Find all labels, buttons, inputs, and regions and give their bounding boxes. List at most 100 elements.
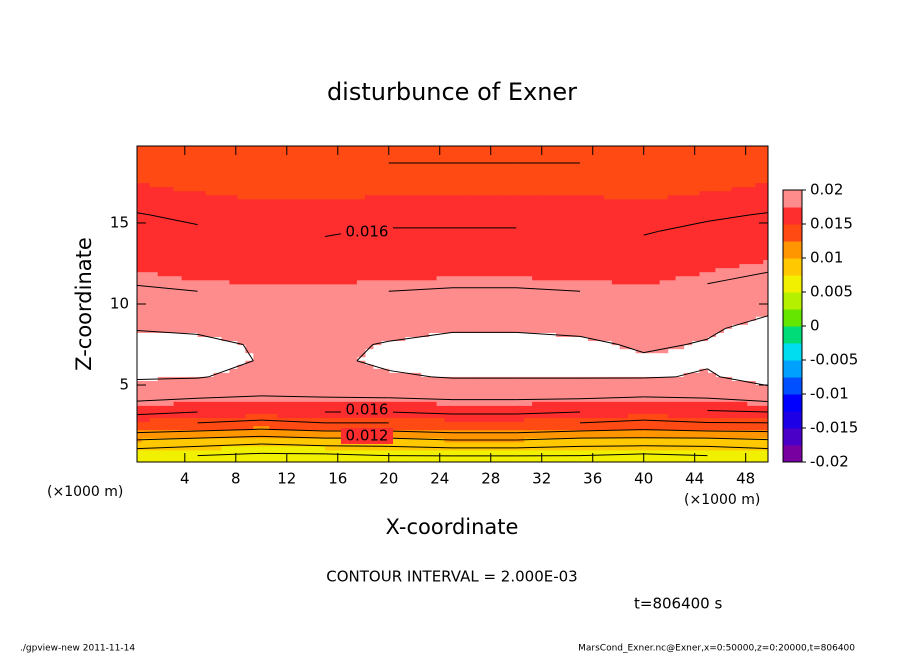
contour-cell (747, 231, 756, 236)
contour-cell (380, 174, 390, 180)
contour-cell (165, 441, 175, 447)
contour-cell (556, 210, 565, 216)
contour-cell (659, 405, 669, 410)
contour-cell (484, 393, 493, 398)
contour-cell (731, 291, 740, 297)
contour-cell (245, 312, 254, 317)
contour-cell (659, 279, 669, 285)
contour-cell (181, 206, 191, 212)
contour-cell (595, 239, 605, 244)
contour-cell (388, 251, 398, 256)
contour-cell (205, 186, 215, 192)
contour-cell (173, 409, 183, 414)
contour-cell (691, 389, 701, 394)
contour-cell (221, 222, 231, 228)
contour-cell (197, 243, 207, 248)
contour-cell (635, 320, 645, 325)
contour-cell (548, 275, 557, 281)
contour-cell (508, 312, 517, 317)
contour-cell (659, 429, 669, 435)
contour-cell (683, 397, 693, 402)
contour-cell (731, 182, 740, 188)
contour-cell (739, 218, 748, 224)
contour-cell (715, 320, 724, 325)
contour-cell (388, 417, 398, 423)
contour-cell (715, 445, 724, 451)
contour-cell (309, 397, 318, 402)
contour-cell (619, 279, 629, 285)
contour-cell (691, 397, 701, 402)
contour-cell (627, 449, 637, 455)
contour-cell (651, 283, 661, 289)
contour-cell (691, 206, 701, 212)
contour-cell (137, 178, 143, 184)
contour-cell (747, 275, 756, 281)
contour-cell (731, 312, 740, 317)
contour-cell (149, 251, 159, 256)
contour-cell (755, 259, 764, 265)
contour-cell (173, 304, 183, 309)
contour-cell (428, 385, 438, 390)
contour-cell (396, 449, 406, 455)
contour-cell (332, 178, 342, 184)
contour-cell (277, 409, 286, 414)
contour-cell (388, 393, 398, 398)
contour-cell (747, 190, 756, 196)
contour-cell (707, 271, 717, 277)
contour-cell (635, 210, 645, 216)
contour-cell (603, 218, 613, 224)
contour-cell (173, 308, 183, 313)
contour-cell (277, 271, 286, 277)
contour-cell (579, 413, 589, 419)
contour-cell (412, 453, 422, 462)
contour-cell (667, 449, 677, 455)
contour-cell (715, 425, 724, 431)
contour-cell (277, 449, 286, 455)
contour-cell (524, 445, 533, 451)
contour-cell (269, 222, 278, 228)
contour-cell (635, 324, 645, 329)
contour-cell (229, 166, 238, 171)
contour-cell (181, 380, 191, 386)
contour-cell (348, 380, 358, 386)
contour-cell (412, 235, 422, 240)
contour-cell (556, 445, 565, 451)
contour-cell (137, 247, 143, 252)
contour-cell (325, 449, 334, 455)
contour-cell (723, 275, 732, 281)
contour-cell (579, 453, 589, 462)
contour-cell (420, 227, 430, 232)
contour-cell (205, 425, 215, 431)
contour-cell (587, 429, 597, 435)
contour-cell (165, 449, 175, 455)
contour-cell (412, 222, 422, 228)
contour-cell (723, 441, 732, 447)
contour-cell (651, 393, 661, 398)
contour-cell (356, 453, 366, 462)
contour-cell (436, 251, 446, 256)
contour-cell (635, 425, 645, 431)
contour-cell (149, 243, 159, 248)
contour-cell (508, 186, 517, 192)
contour-cell (572, 312, 581, 317)
contour-cell (364, 287, 374, 293)
contour-cell (245, 449, 254, 455)
contour-cell (739, 380, 748, 386)
contour-cell (763, 308, 768, 313)
contour-cell (516, 393, 525, 398)
contour-cell (229, 320, 238, 325)
contour-cell (380, 445, 390, 451)
contour-cell (404, 312, 414, 317)
contour-cell (587, 425, 597, 431)
contour-cell (253, 267, 262, 273)
contour-cell (603, 409, 613, 414)
contour-cell (420, 267, 430, 273)
contour-cell (659, 433, 669, 439)
contour-cell (269, 174, 278, 180)
contour-cell (332, 316, 342, 321)
contour-cell (269, 295, 278, 301)
contour-cell (548, 316, 557, 321)
contour-cell (444, 429, 454, 435)
contour-cell (492, 178, 501, 184)
contour-cell (253, 291, 262, 297)
